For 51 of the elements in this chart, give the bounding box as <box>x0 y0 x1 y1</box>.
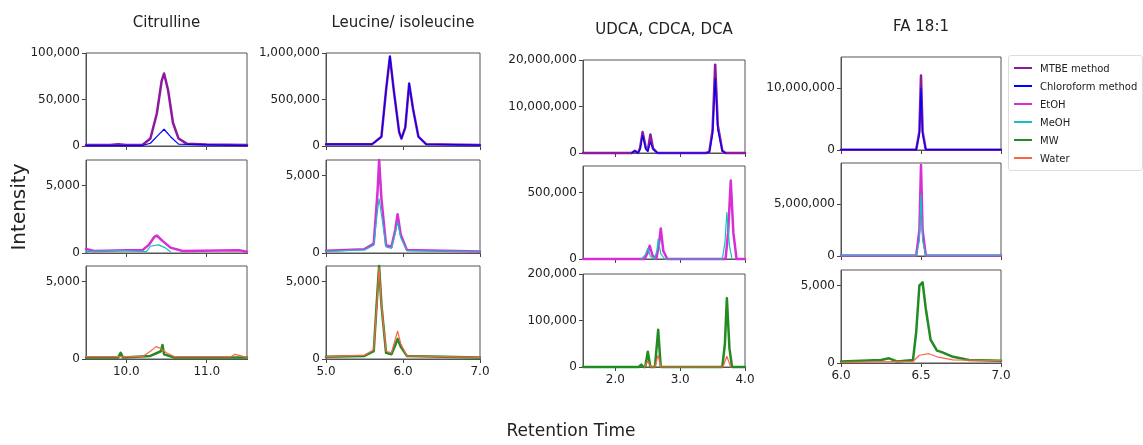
y-tick-label: 20,000,000 <box>508 52 577 67</box>
chart-title: UDCA, CDCA, DCA <box>594 20 734 38</box>
x-tick-label: 6.5 <box>911 368 931 383</box>
y-tick-label: 0 <box>72 245 80 260</box>
x-tick-label: 5.0 <box>316 364 336 379</box>
y-tick-label: 100,000 <box>527 312 577 327</box>
y-tick-label: 5,000 <box>285 167 320 182</box>
x-tick-label: 10.0 <box>112 364 140 379</box>
legend-label: Chloroform method <box>1040 80 1138 92</box>
chart-title: Citrulline <box>131 13 202 31</box>
legend-label: Water <box>1040 152 1070 164</box>
y-tick-label: 0 <box>312 138 320 153</box>
y-tick-label: 200,000 <box>527 266 577 281</box>
y-tick-label: 5,000 <box>800 277 835 292</box>
legend-label: MeOH <box>1040 116 1071 128</box>
y-tick-label: 10,000,000 <box>766 80 835 95</box>
legend-label: MW <box>1040 134 1059 146</box>
y-tick-label: 0 <box>827 355 835 370</box>
x-tick-label: 7.0 <box>470 364 490 379</box>
y-tick-label: 0 <box>72 351 80 366</box>
chart-title: Leucine/ isoleucine <box>330 13 476 31</box>
x-tick-label: 6.0 <box>831 368 851 383</box>
y-tick-label: 0 <box>569 251 577 266</box>
y-tick-label: 5,000 <box>45 177 80 192</box>
chart-title: FA 18:1 <box>892 17 950 35</box>
x-axis-title: Retention Time <box>505 420 637 440</box>
legend-label: MTBE method <box>1040 62 1110 74</box>
y-tick-label: 50,000 <box>38 91 80 106</box>
x-tick-label: 6.0 <box>393 364 413 379</box>
y-tick-label: 0 <box>569 145 577 160</box>
x-tick-label: 11.0 <box>193 364 221 379</box>
y-tick-label: 0 <box>827 142 835 157</box>
legend-label: EtOH <box>1040 98 1066 110</box>
y-tick-label: 100,000 <box>30 45 80 60</box>
y-tick-label: 0 <box>312 245 320 260</box>
y-tick-label: 5,000,000 <box>773 196 835 211</box>
x-tick-label: 2.0 <box>605 372 625 387</box>
y-tick-label: 500,000 <box>270 91 320 106</box>
y-tick-label: 5,000 <box>285 273 320 288</box>
y-tick-label: 500,000 <box>527 184 577 199</box>
y-tick-label: 0 <box>72 138 80 153</box>
x-tick-label: 7.0 <box>991 368 1011 383</box>
y-tick-label: 0 <box>312 351 320 366</box>
y-tick-label: 5,000 <box>45 273 80 288</box>
y-tick-label: 0 <box>827 248 835 263</box>
x-tick-label: 4.0 <box>735 372 755 387</box>
y-tick-label: 10,000,000 <box>508 98 577 113</box>
x-tick-label: 3.0 <box>670 372 690 387</box>
y-tick-label: 0 <box>569 359 577 374</box>
y-axis-title: Intensity <box>6 161 31 253</box>
y-tick-label: 1,000,000 <box>258 45 320 60</box>
